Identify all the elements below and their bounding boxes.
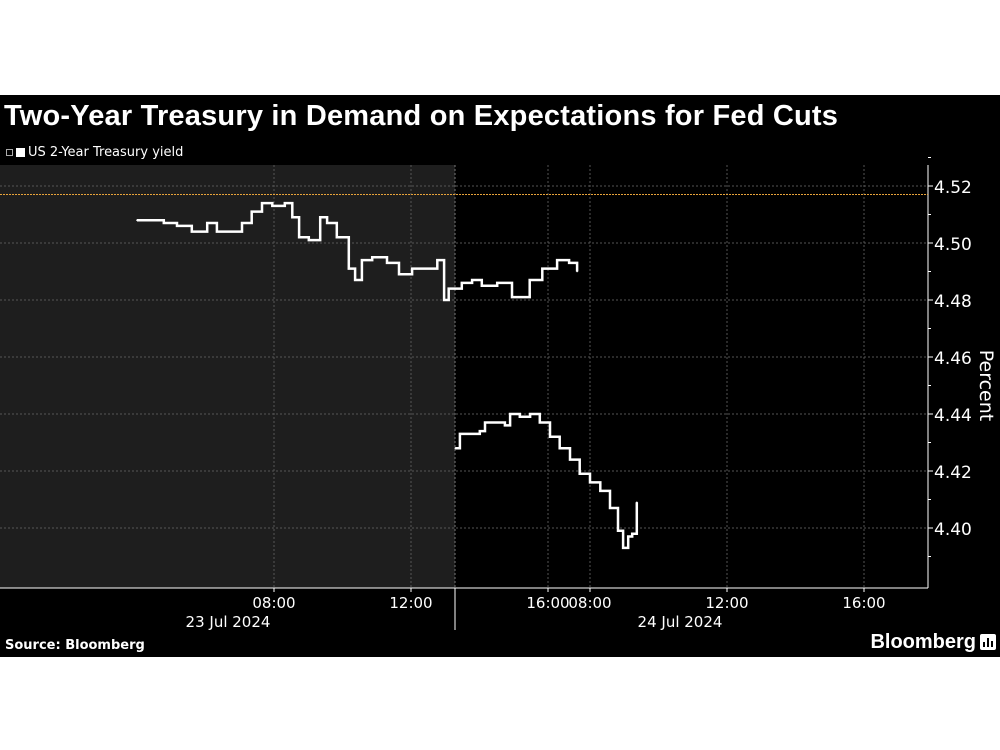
chart-panel: Two-Year Treasury in Demand on Expectati… (0, 95, 1000, 657)
data-point (556, 259, 558, 261)
data-point (569, 458, 571, 461)
data-point (441, 259, 443, 261)
x-tick-label: 16:00 (842, 594, 885, 612)
data-point (308, 239, 310, 241)
data-point (271, 205, 274, 207)
data-point (617, 530, 619, 532)
data-point (518, 416, 521, 418)
data-point (469, 433, 471, 435)
data-point (568, 262, 570, 264)
data-point (496, 282, 498, 284)
data-point (529, 413, 531, 415)
data-point (471, 279, 473, 281)
data-point (163, 222, 165, 224)
y-tick-label: 4.50 (934, 235, 972, 255)
data-point (509, 413, 511, 415)
data-point (354, 279, 356, 281)
y-tick-label: 4.40 (934, 520, 972, 540)
data-point (480, 284, 483, 287)
bloomberg-logo: Bloomberg (870, 631, 976, 653)
x-day-label: 24 Jul 2024 (638, 613, 723, 631)
data-point (493, 421, 496, 424)
x-tick-label: 08:00 (568, 594, 611, 612)
data-point (335, 236, 338, 239)
legend-toggle-icon[interactable] (6, 149, 13, 156)
data-point (504, 424, 506, 427)
series-line-day-1 (137, 201, 579, 302)
data-point (538, 421, 541, 424)
data-point (609, 507, 611, 509)
data-point (326, 222, 328, 224)
y-tick-label: 4.48 (934, 292, 972, 312)
x-day-label: 23 Jul 2024 (186, 613, 271, 631)
data-point (411, 267, 413, 270)
data-point (627, 535, 630, 538)
data-point (576, 270, 578, 273)
line-chart: 4.40 4.42 4.44 4.46 4.48 4.50 4.52 08:00 12:00 16… (0, 157, 997, 631)
data-point (599, 490, 602, 492)
legend: US 2-Year Treasury yield (6, 145, 183, 160)
source-note: Source: Bloomberg (5, 638, 145, 653)
data-point (284, 202, 286, 204)
legend-swatch (16, 148, 25, 157)
data-point (541, 267, 544, 270)
x-tick-label: 08:00 (252, 594, 295, 612)
data-point (447, 287, 450, 290)
data-point (520, 296, 523, 298)
data-point (636, 501, 638, 504)
y-tick-label: 4.52 (934, 178, 972, 198)
shaded-session-region (0, 165, 455, 588)
data-point (459, 433, 461, 435)
data-point (426, 267, 428, 270)
data-point (436, 259, 439, 261)
data-point (191, 230, 193, 233)
data-point (461, 282, 463, 284)
data-point (347, 267, 350, 270)
data-point (549, 436, 551, 438)
data-point (361, 259, 363, 261)
data-point (250, 210, 253, 213)
y-tick-label: 4.44 (934, 406, 972, 426)
data-point (261, 202, 263, 204)
y-tick-label: 4.46 (934, 349, 972, 369)
data-point (398, 273, 400, 276)
data-point (511, 296, 513, 298)
data-point (176, 225, 178, 227)
data-point (241, 222, 243, 224)
x-tick-label: 12:00 (389, 594, 432, 612)
data-point (206, 222, 209, 224)
y-tick-label: 4.42 (934, 463, 972, 483)
data-point (443, 299, 445, 301)
data-point (454, 447, 457, 450)
data-point (291, 216, 294, 219)
data-point (578, 473, 581, 475)
data-point (484, 421, 486, 424)
data-point (558, 447, 561, 450)
data-point (631, 532, 634, 535)
data-point (136, 219, 138, 221)
data-point (479, 430, 481, 432)
bloomberg-chart-icon (980, 634, 996, 650)
legend-label: US 2-Year Treasury yield (28, 145, 184, 160)
data-point (298, 236, 300, 239)
data-point (319, 216, 322, 219)
data-point (622, 547, 624, 549)
data-point (371, 256, 373, 259)
data-point (589, 481, 591, 484)
data-point (216, 230, 218, 233)
data-point (230, 230, 233, 233)
data-point (386, 262, 388, 264)
x-tick-label: 16:00 (526, 594, 569, 612)
y-axis-label: Percent (975, 350, 997, 422)
data-point (528, 279, 531, 281)
x-tick-label: 12:00 (705, 594, 748, 612)
chart-title: Two-Year Treasury in Demand on Expectati… (4, 100, 839, 132)
